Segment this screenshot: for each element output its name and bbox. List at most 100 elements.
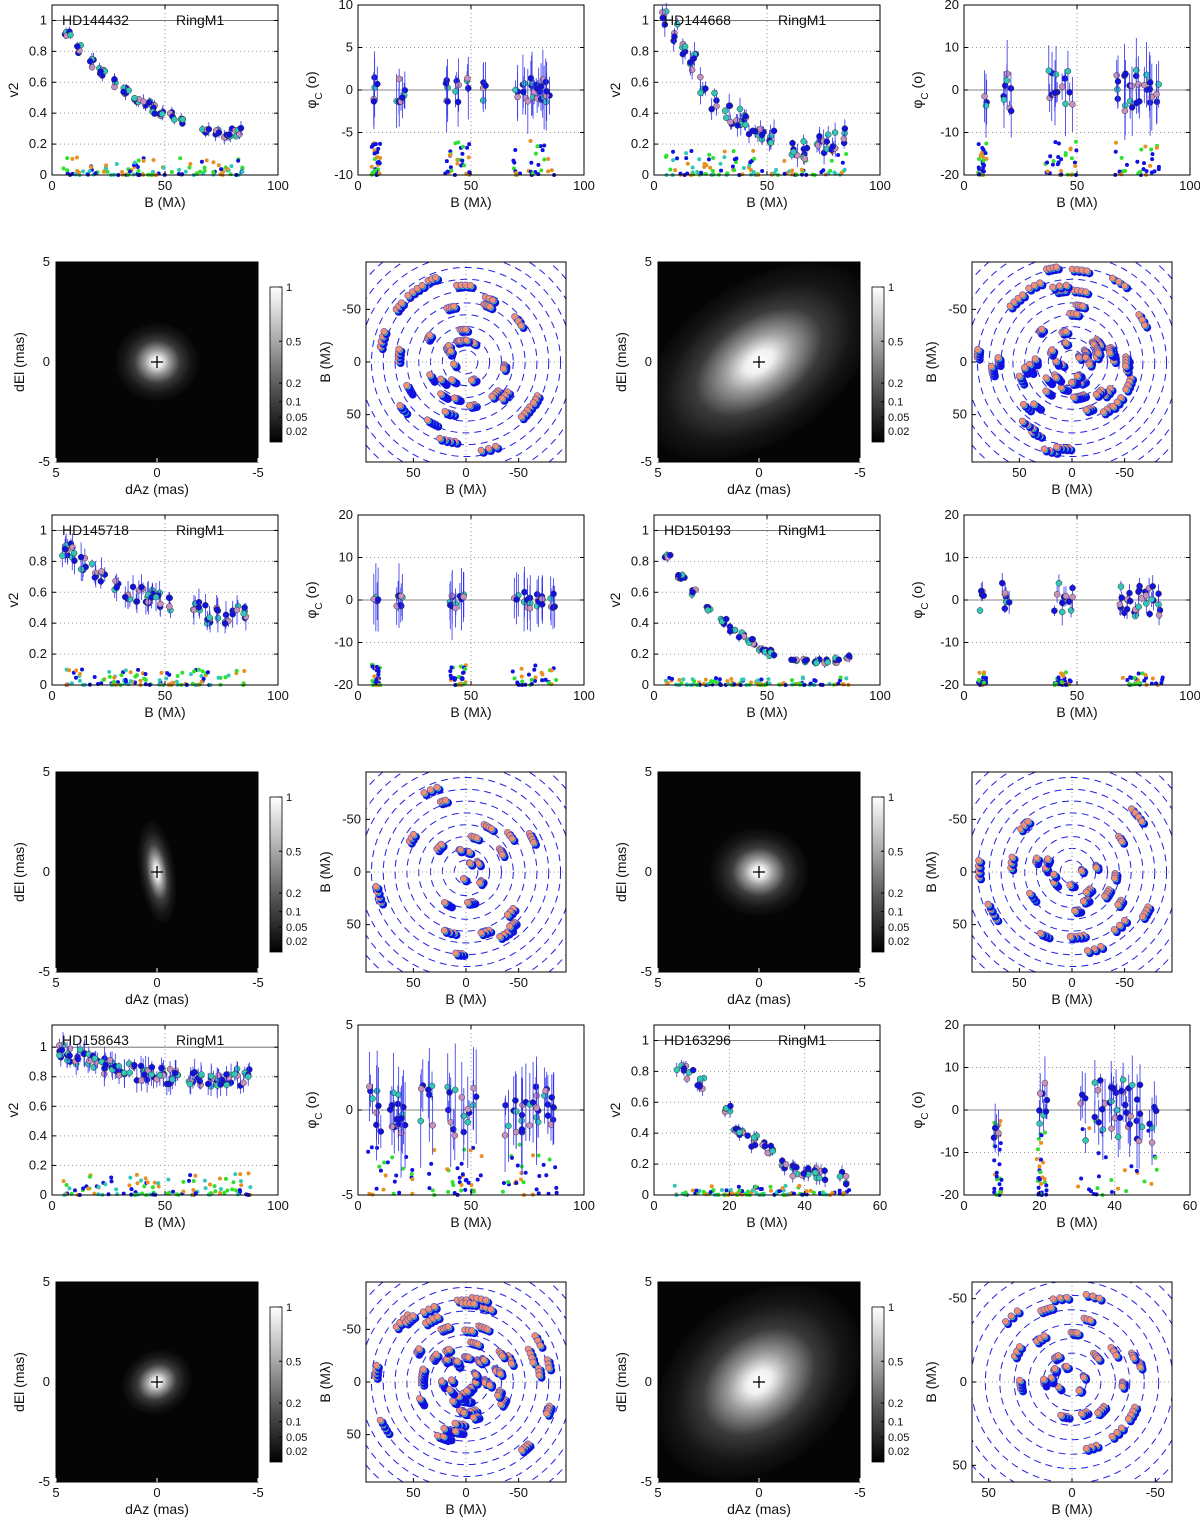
residual-point [81, 1186, 86, 1191]
cp-point [464, 1118, 472, 1126]
cp-residual-point [538, 144, 543, 149]
image-xtick-label: 0 [153, 465, 160, 480]
v2-point [679, 50, 687, 58]
residual-point [136, 667, 141, 672]
cp-residual-point [1113, 149, 1118, 154]
uv-point [423, 416, 431, 424]
uv-point [448, 376, 456, 384]
image-xtick-label: 0 [153, 975, 160, 990]
uv-point [486, 303, 494, 311]
v2-point [195, 604, 203, 611]
uv-ytick-label: 50 [953, 917, 967, 932]
cp-point [366, 1083, 373, 1090]
colorbar-tick-label: 0.05 [286, 412, 307, 424]
cp-residual-point [366, 1149, 371, 1154]
v2-point [148, 1064, 156, 1071]
uv-point [1135, 311, 1143, 319]
cp-point [452, 604, 459, 612]
cp-residual-point [444, 159, 449, 164]
residual-point [92, 675, 97, 680]
v2-point [681, 43, 689, 50]
cp-axes-xtick-label: 0 [960, 178, 967, 193]
cp-point [1062, 592, 1070, 600]
cp-residual-point [466, 155, 471, 160]
uv-point [1085, 360, 1093, 368]
colorbar-tick-label: 0.1 [286, 907, 301, 919]
model-label: RingM1 [778, 522, 826, 538]
cp-residual-point [519, 674, 524, 679]
residual-point [714, 676, 719, 681]
uv-point [508, 834, 516, 842]
residual-point [708, 165, 713, 170]
uv-xtick-label: 0 [1068, 975, 1075, 990]
cp-point [1059, 599, 1066, 607]
cp-axes-xtick-label: 100 [573, 1198, 595, 1213]
cp-residual-point [543, 677, 548, 682]
star-label: HD150193 [664, 522, 731, 538]
cp-residual-point [1050, 162, 1055, 167]
uv-point [1040, 445, 1048, 453]
cp-residual-point [369, 164, 374, 169]
v2-point [661, 21, 669, 28]
v2-point [231, 1070, 238, 1078]
residual-point [143, 682, 148, 687]
cp-residual-point [1119, 155, 1124, 160]
uv-ylabel: B (Mλ) [923, 341, 939, 382]
colorbar-tick-label: 0.5 [286, 336, 301, 348]
uv-xtick-label: 0 [462, 975, 469, 990]
residual-point [216, 163, 221, 168]
cp-point [452, 88, 459, 95]
cp-point [417, 1117, 424, 1125]
residual-point [145, 1180, 150, 1185]
v2-point [140, 98, 147, 105]
image-panel-HD145718: 5 0 -5 -5 0 5 dAz (mas) dEl (mas) 1 0.5 0.2 0.1 0.05… [11, 764, 307, 1007]
cp-point [1146, 79, 1154, 86]
residual-point [667, 675, 672, 680]
v2-point [690, 55, 698, 62]
residual-point [76, 170, 81, 175]
cp-residual-point [430, 1188, 435, 1193]
image-ytick-label: 5 [43, 1274, 50, 1289]
cp-point [521, 80, 528, 87]
uv-ytick-label: -50 [342, 811, 361, 826]
residual-point [774, 167, 779, 172]
residual-point [702, 161, 707, 166]
cp-point [1051, 607, 1058, 615]
v2-point [217, 1081, 224, 1088]
v2-axes-ytick-label: 0.2 [29, 646, 47, 661]
cp-residual-point [1073, 163, 1078, 168]
v2-axes-xtick-label: 100 [869, 688, 891, 703]
cp-point [465, 84, 472, 92]
residual-point [166, 1177, 171, 1182]
colorbar-tick-label: 0.02 [888, 426, 909, 438]
cp-ylabel: φC (o) [909, 581, 931, 618]
cp-axes-xtick-label: 100 [573, 178, 595, 193]
cp-point [526, 605, 534, 612]
cp-residual-point [1143, 144, 1148, 149]
cp-point [1001, 605, 1009, 612]
v2-point [790, 656, 798, 664]
residual-point [240, 169, 245, 174]
cp-residual-point [456, 140, 461, 145]
v2-xlabel: B (Mλ) [144, 1214, 185, 1230]
residual-point [829, 158, 834, 163]
v2-point [66, 1052, 73, 1059]
v2-point [171, 116, 178, 123]
colorbar [269, 796, 283, 953]
uv-point [1092, 864, 1100, 872]
image-xtick-label: -5 [252, 1485, 264, 1500]
v2-point [674, 21, 681, 28]
cp-residual-point [385, 1160, 390, 1165]
cp-point [369, 1095, 376, 1102]
uv-point [1118, 837, 1126, 845]
cp-point [1128, 104, 1136, 111]
cp-residual-point [517, 1142, 522, 1147]
cp-point [399, 94, 406, 101]
model-label: RingM1 [176, 522, 224, 538]
v2-point [196, 1077, 204, 1085]
cp-point [1155, 590, 1162, 597]
v2-point [708, 105, 715, 113]
cp-axes-ytick-label: -10 [334, 635, 353, 650]
cp-point [418, 1085, 425, 1093]
uv-ytick-label: 0 [960, 354, 967, 369]
